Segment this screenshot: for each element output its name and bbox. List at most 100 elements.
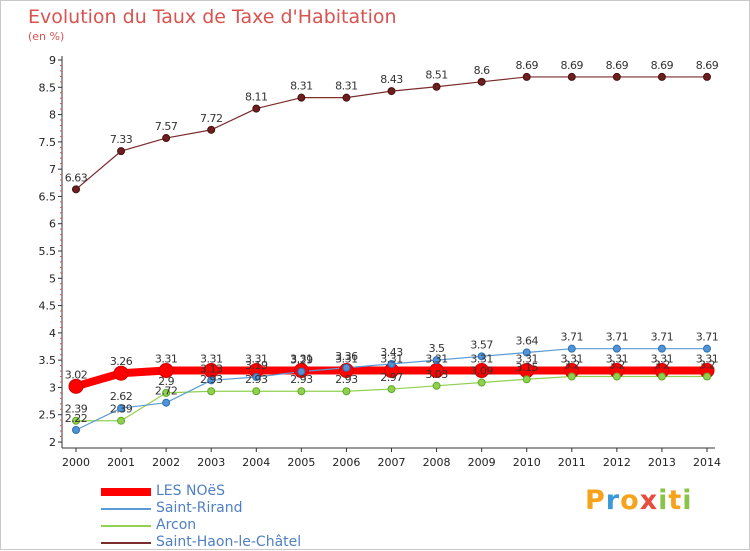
- brand-letter: i: [682, 485, 693, 516]
- data-label: 3.2: [654, 359, 670, 372]
- data-point: [432, 82, 441, 91]
- y-minor-tick: [60, 310, 62, 312]
- data-label: 3.09: [470, 365, 493, 378]
- data-label: 2.62: [110, 390, 133, 403]
- y-tick-label: 3: [49, 381, 56, 394]
- data-point: [207, 376, 216, 385]
- data-label: 2.72: [155, 385, 178, 398]
- data-label: 3.71: [561, 331, 584, 344]
- data-label: 8.11: [245, 91, 268, 104]
- data-point: [252, 387, 261, 396]
- y-tick-label: 6: [49, 218, 56, 231]
- chart-subtitle: (en %): [28, 30, 65, 43]
- y-minor-tick: [60, 163, 62, 165]
- data-label: 3.71: [651, 331, 674, 344]
- data-point: [522, 72, 531, 81]
- data-point: [158, 363, 174, 379]
- data-label: 3.31: [335, 353, 358, 366]
- data-point: [252, 104, 261, 113]
- data-point: [297, 387, 306, 396]
- y-minor-tick: [60, 130, 62, 132]
- y-tick-label: 4: [49, 327, 56, 340]
- y-minor-tick: [60, 146, 62, 148]
- data-label: 8.51: [425, 69, 448, 82]
- data-label: 2.9: [158, 375, 174, 388]
- y-minor-tick: [60, 376, 62, 378]
- data-label: 8.6: [474, 64, 490, 77]
- y-minor-tick: [60, 436, 62, 438]
- data-label: 3.19: [245, 359, 268, 372]
- y-minor-tick: [60, 239, 62, 241]
- data-label: 3.5: [429, 342, 445, 355]
- y-minor-tick: [60, 179, 62, 181]
- legend-swatch: [101, 525, 151, 527]
- x-tick-label: 2004: [242, 456, 270, 469]
- data-label: 3.31: [515, 353, 538, 366]
- y-minor-tick: [60, 419, 62, 421]
- data-label: 8.31: [335, 80, 358, 93]
- y-minor-tick: [60, 288, 62, 290]
- data-point: [474, 363, 490, 379]
- data-point: [342, 93, 351, 102]
- y-minor-tick: [60, 228, 62, 230]
- data-point: [252, 373, 261, 382]
- y-minor-tick: [60, 212, 62, 214]
- data-label: 3.31: [380, 353, 403, 366]
- y-minor-tick: [60, 299, 62, 301]
- brand-letter: P: [585, 485, 606, 516]
- data-label: 3.02: [65, 368, 88, 381]
- data-point: [703, 372, 711, 381]
- y-minor-tick: [60, 294, 62, 296]
- data-point: [657, 72, 666, 81]
- brand-letter: o: [620, 485, 640, 516]
- data-label: 2.22: [65, 412, 88, 425]
- x-tick-label: 2010: [513, 456, 541, 469]
- y-minor-tick: [60, 326, 62, 328]
- data-label: 3.2: [609, 359, 625, 372]
- data-point: [612, 372, 621, 381]
- y-tick-label: 6.5: [39, 190, 57, 203]
- y-minor-tick: [60, 266, 62, 268]
- data-point: [342, 387, 351, 396]
- y-tick-label: 7.5: [39, 136, 57, 149]
- brand-letter: t: [668, 485, 683, 516]
- data-point: [657, 372, 666, 381]
- x-tick-label: 2012: [603, 456, 631, 469]
- y-minor-tick: [60, 425, 62, 427]
- data-label: 8.69: [561, 59, 584, 72]
- data-label: 2.39: [65, 403, 88, 416]
- data-label: 3.71: [696, 331, 719, 344]
- data-point: [117, 147, 126, 156]
- data-label: 2.93: [200, 373, 223, 386]
- data-label: 3.15: [515, 361, 538, 374]
- y-minor-tick: [60, 81, 62, 83]
- data-point: [117, 404, 126, 413]
- data-label: 3.43: [380, 346, 403, 359]
- data-point: [477, 352, 486, 361]
- data-label: 8.31: [290, 80, 313, 93]
- y-tick-label: 9: [49, 54, 56, 67]
- data-label: 3.31: [155, 353, 178, 366]
- data-label: 3.31: [470, 353, 493, 366]
- data-point: [387, 385, 396, 394]
- y-minor-tick: [60, 255, 62, 257]
- legend-swatch: [101, 542, 151, 544]
- data-point: [162, 134, 171, 143]
- x-tick-label: 2013: [648, 456, 676, 469]
- data-point: [113, 365, 129, 381]
- data-label: 7.72: [200, 112, 223, 125]
- data-point: [162, 398, 171, 407]
- data-label: 3.31: [606, 353, 629, 366]
- y-tick-label: 2.5: [39, 409, 57, 422]
- data-label: 3.31: [696, 353, 719, 366]
- y-minor-tick: [60, 206, 62, 208]
- y-minor-tick: [60, 124, 62, 126]
- y-tick-label: 8: [49, 109, 56, 122]
- y-minor-tick: [60, 135, 62, 137]
- data-label: 2.97: [380, 371, 403, 384]
- x-tick-label: 2007: [378, 456, 406, 469]
- x-tick-label: 2006: [332, 456, 360, 469]
- data-point: [207, 125, 216, 134]
- y-minor-tick: [60, 370, 62, 372]
